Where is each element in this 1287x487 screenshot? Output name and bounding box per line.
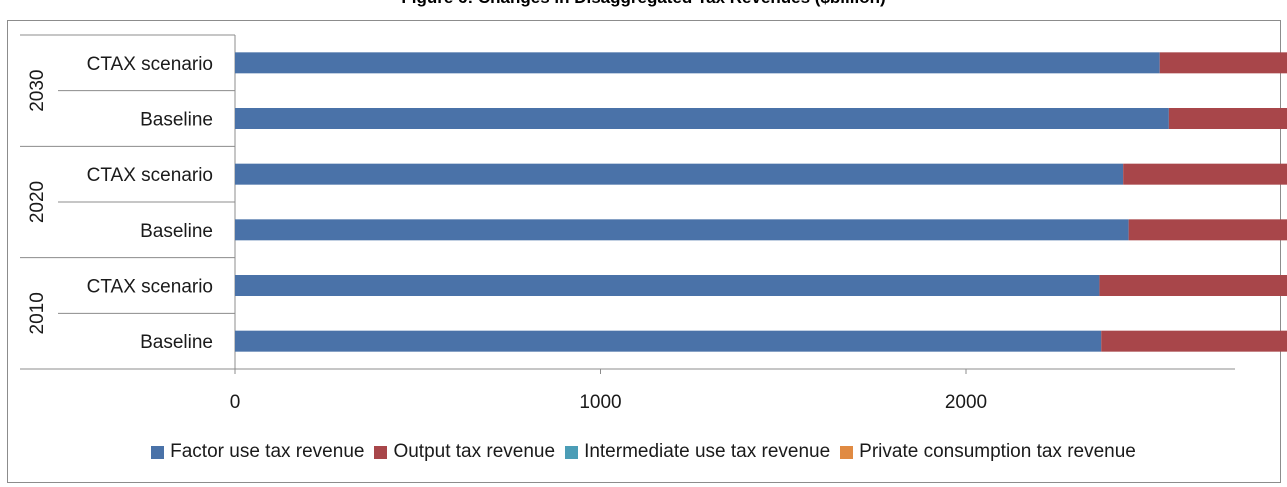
bar-segment [235, 52, 1160, 74]
bar-segment [235, 330, 1102, 352]
legend-label: Factor use tax revenue [170, 441, 365, 462]
legend-label: Private consumption tax revenue [859, 441, 1136, 462]
legend-label: Intermediate use tax revenue [584, 441, 831, 462]
bar-segment [1128, 219, 1287, 241]
category-label: CTAX scenario [87, 277, 213, 298]
bar-segment [1123, 163, 1287, 185]
bar-segment [1099, 275, 1287, 296]
group-label: 2030 [27, 70, 48, 112]
bar-segment [235, 219, 1129, 241]
x-tick-label: 1000 [579, 392, 621, 413]
chart-title: Figure 6: Changes in Disaggregated Tax R… [0, 0, 1287, 8]
legend-item: Output tax revenue [374, 441, 555, 463]
legend-swatch [565, 445, 579, 459]
bar-segment [1168, 108, 1287, 129]
legend-item: Factor use tax revenue [151, 441, 364, 463]
legend-swatch [840, 445, 854, 459]
category-label: CTAX scenario [87, 165, 213, 186]
legend-swatch [151, 445, 165, 459]
x-tick-label: 0 [230, 392, 241, 413]
legend-item: Intermediate use tax revenue [565, 441, 830, 463]
bar-segment [235, 108, 1169, 129]
bar-segment [1159, 52, 1287, 74]
category-label: Baseline [140, 332, 213, 353]
category-label: Baseline [140, 221, 213, 242]
group-label: 2020 [27, 181, 48, 223]
legend-label: Output tax revenue [393, 441, 556, 462]
bar-segment [235, 163, 1124, 185]
category-label: CTAX scenario [87, 54, 213, 75]
bar-segment [1101, 330, 1287, 352]
category-label: Baseline [140, 110, 213, 131]
group-label: 2010 [27, 292, 48, 334]
x-tick-label: 2000 [945, 392, 987, 413]
chart-frame [7, 20, 1281, 483]
bar-segment [235, 275, 1100, 296]
legend-swatch [374, 445, 388, 459]
chart-legend: Factor use tax revenue Output tax revenue… [0, 441, 1287, 463]
legend-item: Private consumption tax revenue [840, 441, 1136, 463]
